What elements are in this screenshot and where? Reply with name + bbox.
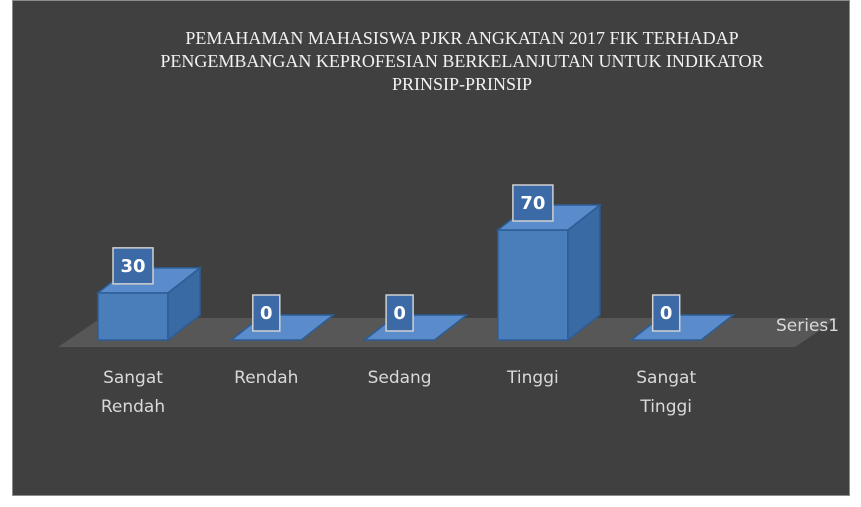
data-label: 30: [120, 256, 145, 277]
legend-entry: Series1: [776, 316, 840, 336]
data-label-box: [512, 184, 554, 222]
bar-front: [97, 292, 169, 341]
data-label-box: [651, 294, 681, 332]
data-label: 0: [660, 303, 673, 324]
x-tick-label: Sedang: [367, 368, 432, 388]
x-tick-label: Rendah: [234, 368, 299, 388]
data-label: 0: [393, 303, 406, 324]
bar: [495, 203, 603, 342]
data-label: 0: [260, 303, 273, 324]
x-tick-label: Tinggi: [507, 368, 559, 388]
bar-front: [497, 229, 569, 341]
x-tick-label: Sangat Rendah: [100, 368, 166, 417]
chart-title: PEMAHAMAN MAHASISWA PJKR ANGKATAN 2017 F…: [160, 28, 764, 94]
data-label: 70: [520, 193, 545, 214]
data-label-box: [252, 294, 281, 332]
x-tick-label: Sangat Tinggi: [636, 368, 697, 417]
data-label-box: [385, 294, 414, 332]
data-label-box: [112, 247, 154, 285]
